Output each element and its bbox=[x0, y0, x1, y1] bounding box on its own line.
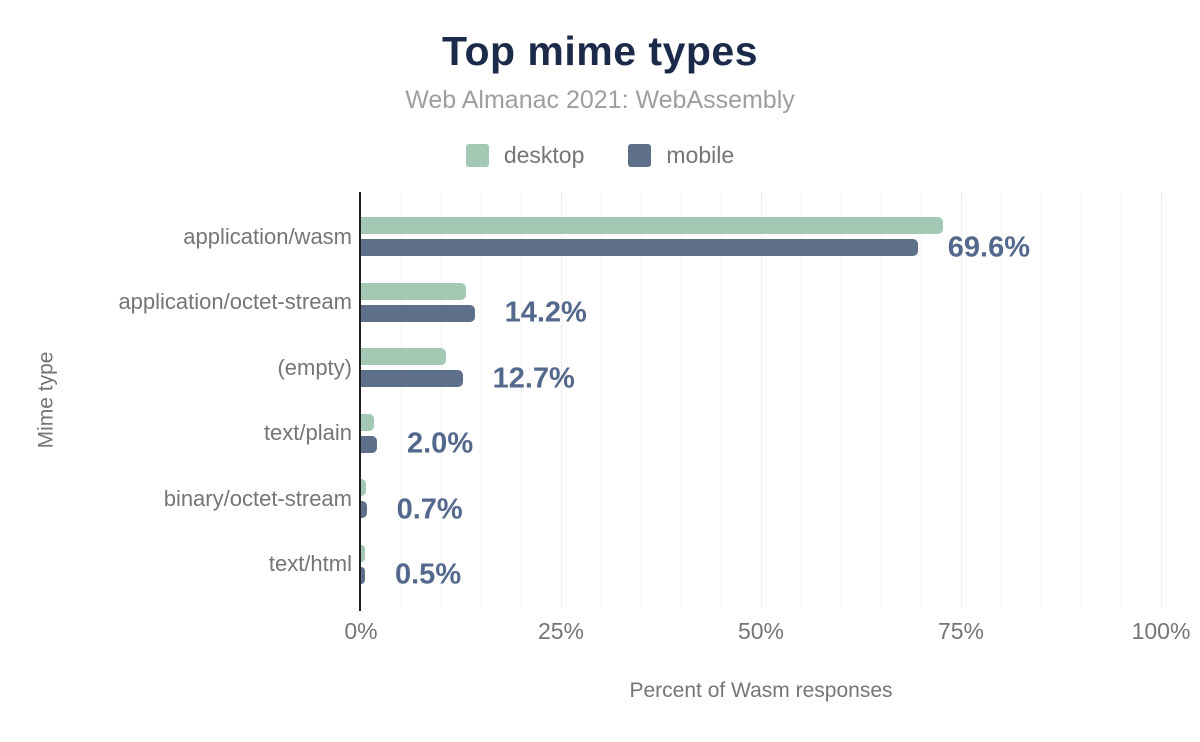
y-axis-line bbox=[359, 192, 361, 611]
legend-swatch-desktop bbox=[465, 144, 489, 167]
x-tick-label: 50% bbox=[737, 618, 785, 644]
value-label: 2.0% bbox=[407, 427, 474, 460]
gridline bbox=[1161, 192, 1162, 608]
bar-mobile[interactable] bbox=[361, 370, 463, 387]
gridline bbox=[441, 192, 442, 608]
x-axis-title: Percent of Wasm responses bbox=[629, 679, 893, 702]
bar-desktop[interactable] bbox=[361, 282, 466, 300]
chart-subtitle: Web Almanac 2021: WebAssembly bbox=[405, 86, 795, 114]
x-tick-label: 0% bbox=[344, 618, 378, 644]
gridline bbox=[721, 192, 722, 608]
bar-desktop[interactable] bbox=[361, 544, 365, 562]
legend-label: mobile bbox=[666, 142, 735, 168]
legend-swatch-mobile bbox=[628, 144, 652, 167]
value-label: 14.2% bbox=[504, 296, 587, 329]
gridline bbox=[801, 192, 802, 608]
bar-mobile[interactable] bbox=[361, 239, 918, 256]
gridline bbox=[961, 192, 962, 608]
category-label: (empty) bbox=[277, 354, 352, 380]
bar-desktop[interactable] bbox=[361, 413, 374, 431]
x-tick-label: 75% bbox=[937, 618, 985, 644]
bar-desktop[interactable] bbox=[361, 217, 944, 234]
x-tick-label: 25% bbox=[537, 618, 585, 644]
value-label: 69.6% bbox=[947, 231, 1031, 263]
gridline bbox=[1001, 192, 1002, 608]
legend-label: desktop bbox=[503, 142, 585, 168]
gridline bbox=[881, 192, 882, 608]
gridline bbox=[761, 192, 762, 608]
bar-mobile[interactable] bbox=[361, 304, 475, 322]
chart-title: Top mime types bbox=[441, 28, 759, 74]
legend: desktop mobile bbox=[0, 142, 1200, 169]
category-label: application/wasm bbox=[183, 223, 352, 249]
gridline bbox=[1081, 192, 1082, 608]
bar-mobile[interactable] bbox=[361, 566, 365, 584]
category-label: binary/octet-stream bbox=[163, 485, 352, 511]
gridline bbox=[481, 192, 482, 608]
y-axis-title: Mime type bbox=[34, 351, 58, 449]
bar-desktop[interactable] bbox=[361, 479, 366, 496]
gridline bbox=[1121, 192, 1122, 608]
y-axis-title-wrap: Mime type bbox=[24, 192, 68, 608]
bar-desktop[interactable] bbox=[361, 348, 446, 365]
gridline bbox=[641, 192, 642, 608]
category-label: application/octet-stream bbox=[118, 289, 352, 314]
value-label: 0.5% bbox=[395, 558, 462, 591]
category-label: text/html bbox=[268, 551, 352, 576]
value-label: 0.7% bbox=[396, 493, 463, 525]
gridline bbox=[681, 192, 682, 608]
legend-item-desktop[interactable]: desktop bbox=[465, 142, 585, 169]
gridline bbox=[921, 192, 922, 608]
gridline bbox=[1041, 192, 1042, 608]
gridline bbox=[561, 192, 562, 608]
gridline bbox=[521, 192, 522, 608]
x-tick-label: 100% bbox=[1131, 618, 1191, 644]
gridline bbox=[401, 192, 402, 608]
bar-mobile[interactable] bbox=[361, 435, 377, 453]
gridline bbox=[841, 192, 842, 608]
bar-mobile[interactable] bbox=[361, 501, 367, 518]
plot-area: 69.6% 14.2% 12.7% 2.0% 0.7% 0.5% 0% 25% 50% 75% 10… bbox=[344, 192, 1190, 644]
category-label: text/plain bbox=[263, 420, 352, 445]
gridline bbox=[601, 192, 602, 608]
legend-item-mobile[interactable]: mobile bbox=[628, 142, 734, 169]
value-label: 12.7% bbox=[492, 362, 575, 394]
